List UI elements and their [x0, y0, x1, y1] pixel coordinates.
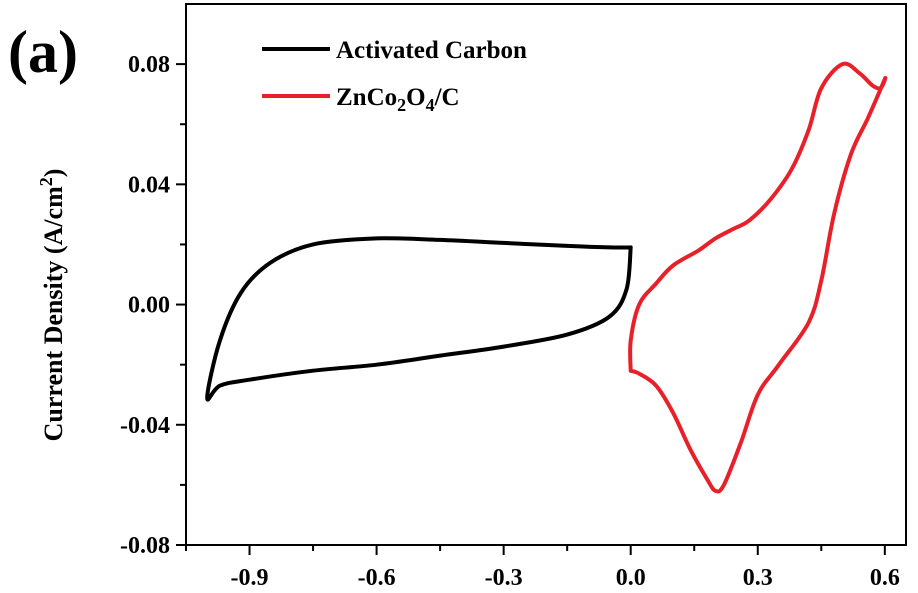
- x-ticks: -0.9 -0.6 -0.3 0.0 0.3 0.6: [185, 545, 900, 591]
- legend-label-znco2o4-c-part1: ZnCo: [336, 84, 397, 111]
- y-axis-label-superscript: 2: [36, 177, 56, 186]
- y-ticks: -0.08 -0.04 0.00 0.04 0.08: [120, 52, 186, 559]
- series-znco2o4-c: [628, 61, 888, 494]
- x-tick-label: -0.3: [485, 565, 523, 591]
- y-tick-label: 0.08: [128, 52, 170, 78]
- legend-label-znco2o4-c-part2: O: [406, 84, 425, 111]
- legend-label-znco2o4-c: ZnCo2O4/C: [336, 84, 460, 115]
- series-layer: [205, 61, 888, 494]
- legend-label-znco2o4-c-sub2: 4: [426, 95, 435, 115]
- series-activated-carbon: [205, 236, 633, 402]
- y-axis-label-close: ): [39, 169, 68, 178]
- y-tick-label: 0.04: [128, 172, 170, 198]
- legend: Activated Carbon ZnCo2O4/C: [262, 37, 527, 115]
- legend-label-znco2o4-c-part3: /C: [434, 84, 460, 111]
- y-tick-label: 0.00: [128, 293, 170, 319]
- x-tick-label: -0.6: [358, 565, 396, 591]
- panel-label: (a): [8, 19, 78, 85]
- y-axis-label: Current Density (A/cm2): [36, 169, 68, 442]
- x-tick-label: 0.0: [616, 565, 646, 591]
- y-tick-label: -0.04: [120, 413, 170, 439]
- y-axis-label-main: Current Density (A/cm: [39, 186, 68, 441]
- x-tick-label: 0.3: [743, 565, 773, 591]
- legend-label-znco2o4-c-sub1: 2: [397, 95, 406, 115]
- legend-label-activated-carbon: Activated Carbon: [336, 37, 527, 64]
- y-tick-label: -0.08: [120, 533, 170, 559]
- x-tick-label: -0.9: [231, 565, 269, 591]
- x-tick-label: 0.6: [870, 565, 900, 591]
- plot-frame: [185, 3, 907, 546]
